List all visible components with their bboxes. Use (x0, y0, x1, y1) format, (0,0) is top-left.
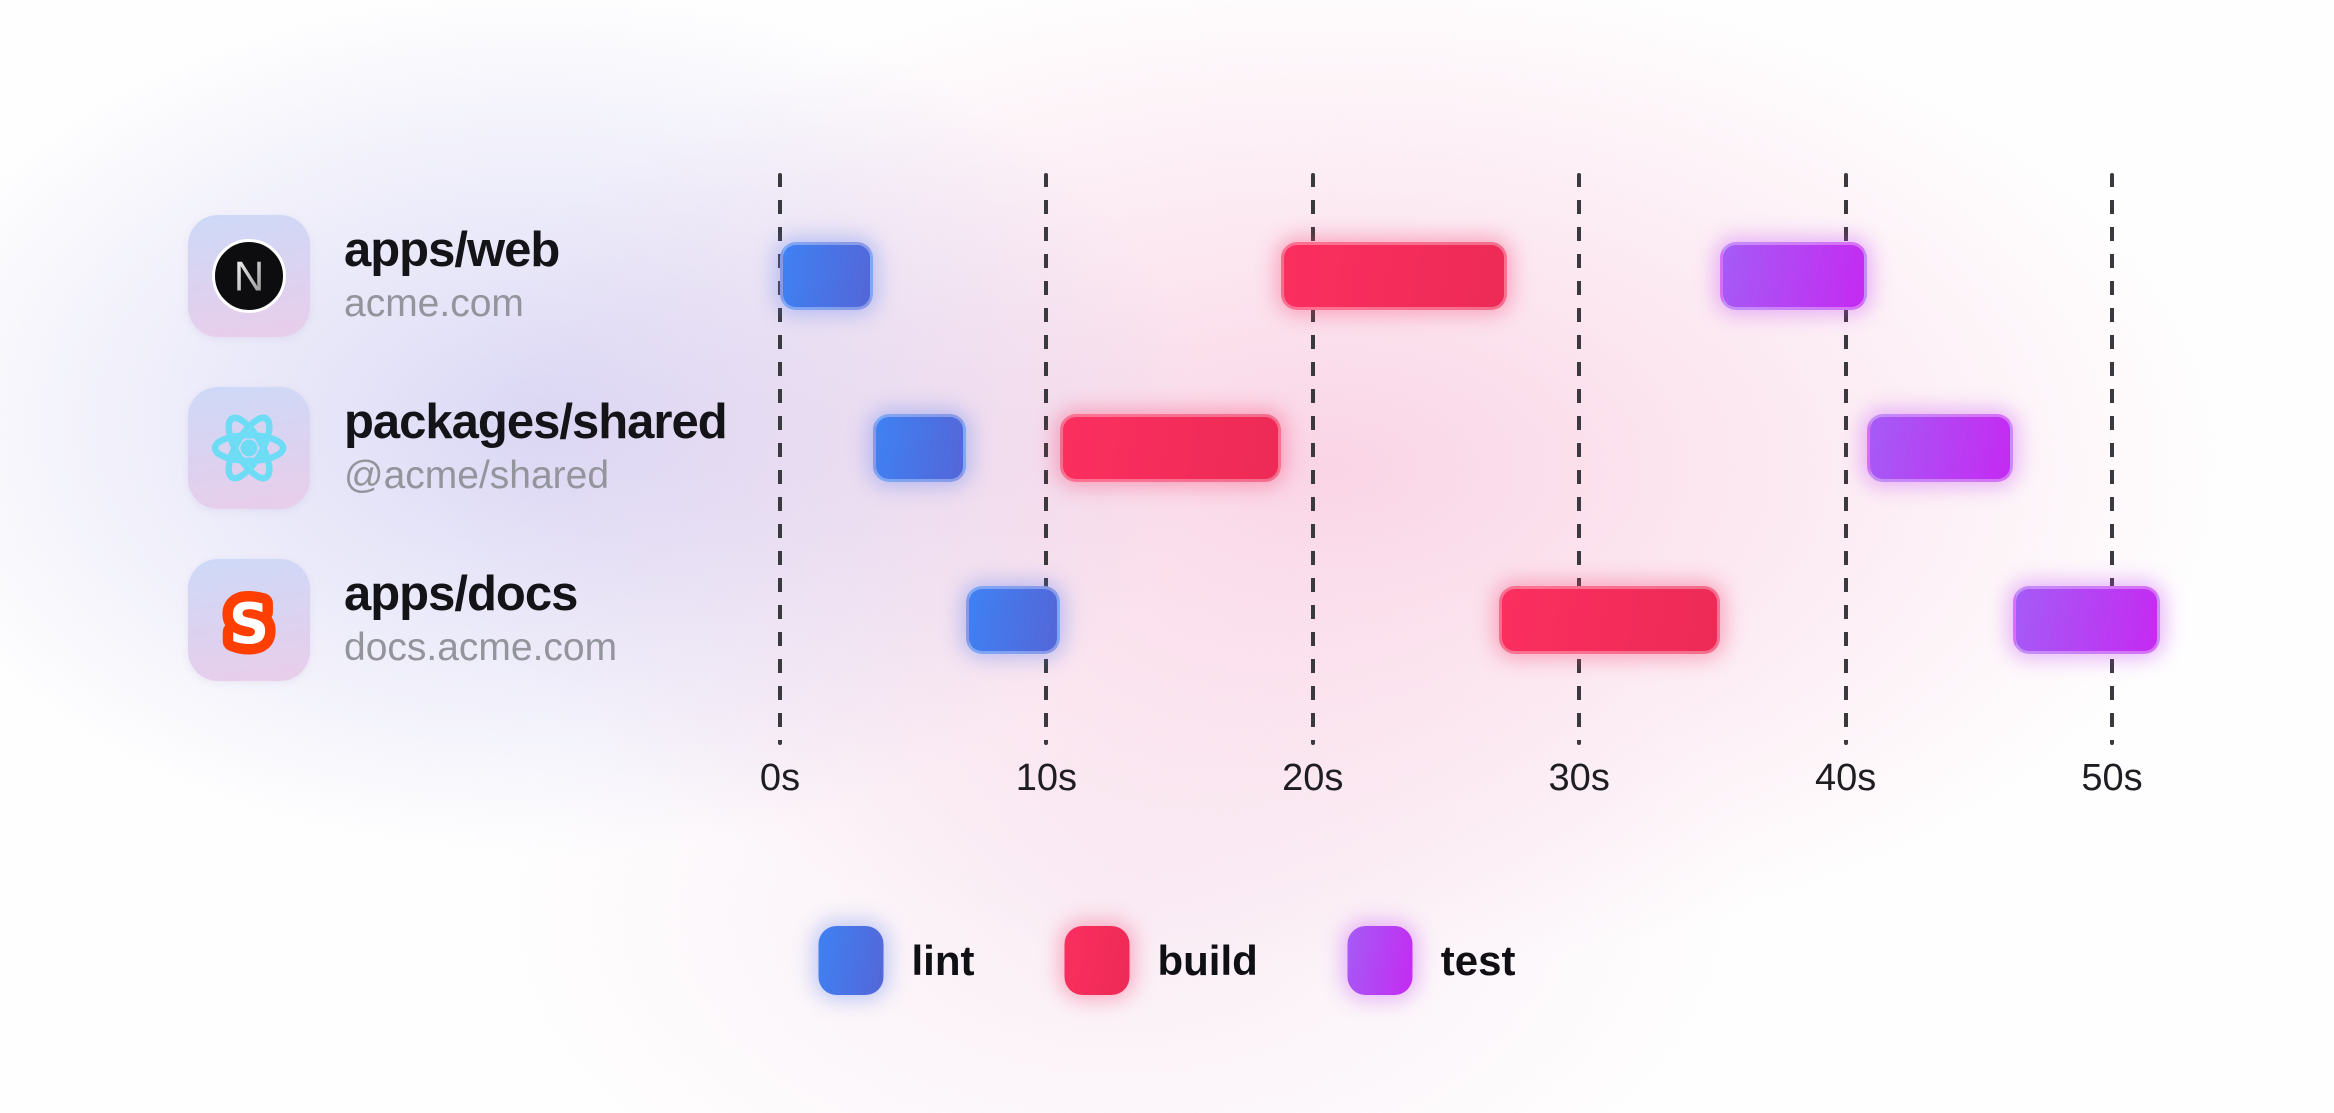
legend-swatch-test (1347, 926, 1413, 995)
axis-tick-label-0s: 0s (759, 757, 801, 799)
project-subtitle: docs.acme.com (344, 626, 618, 670)
gridline-40s (1843, 173, 1848, 745)
project-labels: apps/web acme.com (344, 222, 560, 327)
svg-text:N: N (234, 253, 264, 300)
apps-web-test-bar (1720, 242, 1867, 310)
nextjs-logo-icon: N (212, 239, 286, 313)
axis-tick-label-20s: 20s (1282, 757, 1344, 799)
legend-item-build: build (1064, 926, 1258, 995)
project-name: apps/web (344, 222, 560, 277)
legend-item-lint: lint (818, 926, 975, 995)
packages-shared-test-bar (1866, 414, 2014, 482)
project-name: packages/shared (344, 394, 728, 449)
legend-label-lint: lint (911, 936, 975, 984)
gridline-20s (1310, 173, 1315, 745)
legend-label-test: test (1440, 936, 1516, 984)
axis-tick-label-10s: 10s (1015, 757, 1078, 799)
legend: lint build test (818, 926, 1516, 995)
react-logo-icon (188, 387, 310, 509)
legend-label-build: build (1157, 936, 1258, 984)
svelte-logo-icon: S (218, 582, 279, 668)
legend-item-test: test (1347, 926, 1516, 995)
project-row-packages-shared: packages/shared @acme/shared (188, 387, 728, 509)
axis-tick-label-40s: 40s (1814, 757, 1877, 799)
apps-docs-test-bar (2013, 586, 2160, 654)
project-row-apps-web: N apps/web acme.com (188, 215, 560, 337)
packages-shared-lint-bar (873, 414, 967, 482)
react-logo-icon (211, 414, 287, 482)
axis-tick-label-50s: 50s (2081, 757, 2143, 799)
apps-web-build-bar (1280, 242, 1508, 310)
legend-swatch-lint (818, 926, 884, 995)
svg-text:S: S (229, 592, 269, 657)
apps-docs-lint-bar (966, 586, 1060, 654)
gridline-0s (778, 173, 782, 745)
apps-docs-build-bar (1499, 586, 1721, 654)
gridline-30s (1577, 173, 1582, 745)
project-subtitle: acme.com (344, 282, 524, 326)
project-labels: apps/docs docs.acme.com (344, 566, 618, 671)
apps-web-lint-bar (780, 242, 874, 310)
project-labels: packages/shared @acme/shared (344, 394, 728, 499)
svelte-logo-icon: S (188, 559, 310, 681)
project-name: apps/docs (344, 566, 578, 621)
gridline-50s (2110, 173, 2114, 745)
project-row-apps-docs: S apps/docs docs.acme.com (188, 559, 617, 681)
gridline-10s (1044, 173, 1049, 745)
packages-shared-build-bar (1059, 414, 1281, 482)
axis-tick-label-30s: 30s (1548, 757, 1610, 799)
project-subtitle: @acme/shared (344, 454, 610, 498)
nextjs-logo-icon: N (188, 215, 310, 337)
legend-swatch-build (1064, 926, 1130, 995)
